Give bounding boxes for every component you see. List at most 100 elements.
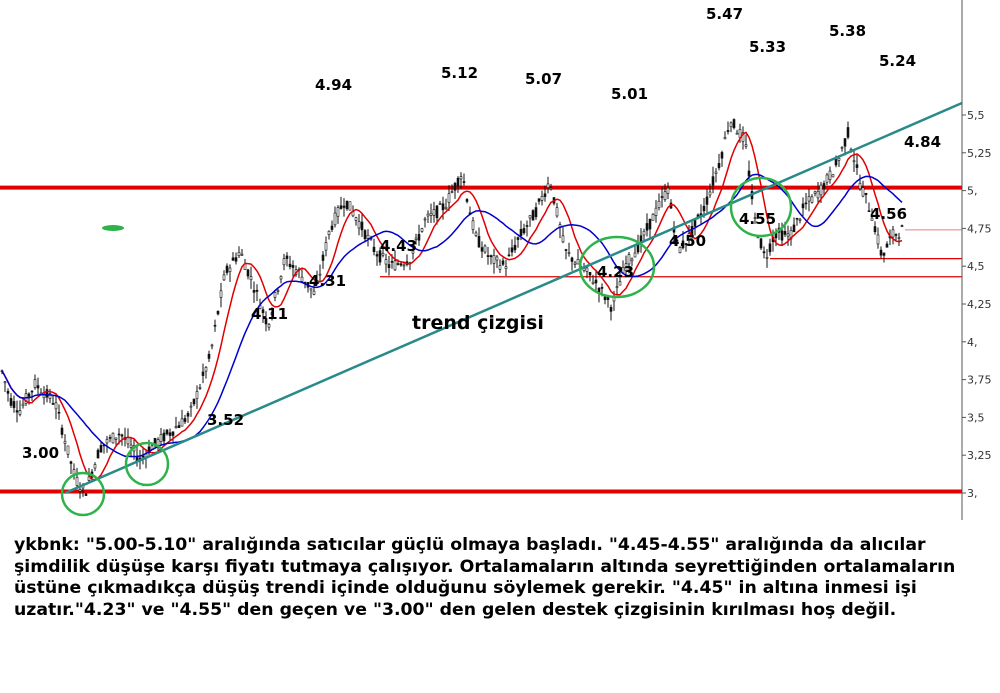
candle-body [411, 250, 415, 254]
candle-body [519, 229, 523, 236]
candle-body [480, 247, 484, 252]
candle-body [432, 209, 436, 216]
candle-body [846, 127, 850, 138]
candle-body [516, 237, 520, 240]
candle-body [609, 307, 613, 312]
candle-body [381, 252, 385, 256]
candle-body [291, 265, 295, 268]
candle-body [660, 196, 664, 198]
price-label: 5.07 [525, 70, 562, 88]
candle-body [834, 159, 838, 166]
candle-body [27, 393, 31, 397]
candle-body [120, 434, 124, 437]
candle-body [717, 163, 721, 169]
candle-body [513, 244, 517, 251]
candle-body [564, 249, 568, 251]
candle-body [129, 444, 133, 448]
candle-body [459, 176, 463, 180]
candle-body [798, 218, 802, 221]
candle-body [678, 247, 682, 254]
candle-body [108, 437, 112, 439]
candle-body [276, 290, 280, 292]
candle-body [498, 265, 502, 270]
chart-area: trend çizgisi 5.47 5.38 5.33 5.24 5.12 5.07 5.… [0, 0, 992, 520]
price-label: 5.33 [749, 38, 786, 56]
candle-body [687, 233, 691, 241]
candle-body [285, 255, 289, 259]
candle-body [693, 219, 697, 227]
candle-body [792, 224, 796, 233]
candle-body [96, 449, 100, 459]
candle-body [399, 263, 403, 266]
candle-body [453, 183, 457, 191]
candle-body [42, 393, 46, 399]
candle-body [555, 207, 559, 217]
candle-body [813, 191, 817, 194]
candle-body [900, 225, 904, 227]
candle-body [801, 203, 805, 209]
candle-body [69, 461, 73, 464]
candle-body [420, 228, 424, 232]
candle-body [321, 254, 325, 261]
candle-body [864, 192, 868, 195]
candle-body [477, 235, 481, 248]
candle-body [495, 256, 499, 261]
candle-body [885, 243, 889, 248]
trend-line [64, 101, 963, 495]
candle-body [807, 196, 811, 202]
candle-body [714, 171, 718, 174]
candle-body [204, 367, 208, 372]
candle-body [567, 252, 571, 254]
trend-line-label: trend çizgisi [412, 312, 544, 334]
candle-body [228, 267, 232, 272]
candle-body [759, 238, 763, 249]
candle-body [642, 230, 646, 236]
candle-body [300, 276, 304, 282]
candle-body [861, 187, 865, 197]
candle-body [822, 183, 826, 190]
candle-body [45, 389, 49, 398]
candle-body [336, 207, 340, 217]
candle-body [345, 200, 349, 210]
candle-body [54, 402, 58, 410]
candle-body [492, 255, 496, 264]
candle-body [366, 234, 370, 239]
candle-body [549, 187, 553, 190]
candle-body [630, 258, 634, 262]
candle-body [804, 202, 808, 205]
candle-body [33, 379, 37, 388]
candle-body [624, 263, 628, 271]
candle-body [591, 281, 595, 284]
highlight-circle [124, 441, 170, 487]
candle-body [510, 247, 514, 253]
y-tick-label: 4,75 [967, 222, 992, 235]
candle-body [324, 242, 328, 251]
candle-body [618, 281, 622, 286]
candle-body [396, 263, 400, 265]
candle-body [645, 223, 649, 231]
candle-body [330, 225, 334, 230]
candle-body [870, 217, 874, 221]
price-label: 4.11 [251, 305, 288, 323]
price-label: 4.94 [315, 76, 352, 94]
candle-body [168, 432, 172, 436]
candle-body [417, 234, 421, 241]
candle-body [231, 257, 235, 261]
candle-body [540, 196, 544, 201]
candle-body [237, 252, 241, 257]
y-tick-label: 3,5 [967, 411, 985, 424]
candle-body [666, 187, 670, 194]
price-label: 4.50 [669, 232, 706, 250]
y-tick-label: 4, [967, 336, 978, 349]
candle-body [147, 446, 151, 454]
candle-body [720, 152, 724, 159]
candle-body [357, 221, 361, 229]
candle-body [210, 344, 214, 347]
candle-body [546, 183, 550, 188]
candle-body [267, 324, 271, 328]
moving-average-line [1, 173, 903, 458]
candle-body [873, 226, 877, 233]
candle-body [507, 254, 511, 257]
candle-body [456, 177, 460, 187]
candle-body [18, 410, 22, 415]
